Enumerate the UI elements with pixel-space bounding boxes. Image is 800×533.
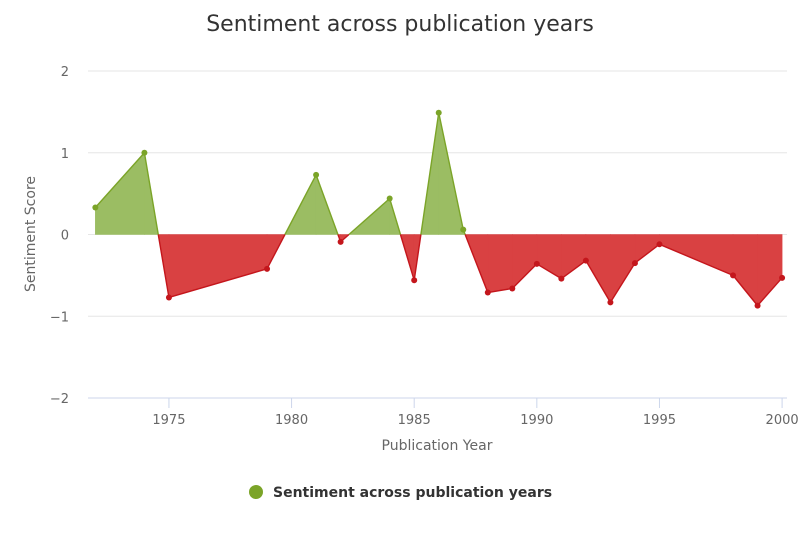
negative-area bbox=[757, 234, 783, 307]
positive-line-segment bbox=[420, 112, 440, 235]
data-point bbox=[165, 294, 172, 301]
negative-area bbox=[634, 234, 660, 264]
data-point bbox=[607, 299, 614, 306]
x-tick-label: 1990 bbox=[520, 413, 553, 428]
negative-area bbox=[585, 234, 611, 304]
negative-area bbox=[512, 234, 538, 290]
negative-area bbox=[487, 234, 513, 293]
area-fills bbox=[95, 112, 783, 307]
negative-line-segment bbox=[659, 243, 734, 277]
x-tick-label: 1985 bbox=[398, 413, 431, 428]
negative-line-segment bbox=[157, 234, 170, 298]
data-point bbox=[386, 195, 393, 202]
y-tick-label: 0 bbox=[61, 229, 69, 244]
data-point bbox=[435, 109, 442, 116]
negative-line-segment bbox=[609, 262, 636, 303]
y-tick-label: 1 bbox=[61, 147, 69, 162]
y-tick-label: −1 bbox=[50, 310, 69, 325]
legend-label[interactable]: Sentiment across publication years bbox=[273, 485, 552, 501]
positive-line-segment bbox=[284, 174, 317, 235]
data-point bbox=[460, 226, 467, 233]
positive-line-segment bbox=[348, 198, 391, 236]
data-point bbox=[313, 171, 320, 178]
data-point bbox=[656, 241, 663, 248]
negative-line-segment bbox=[536, 263, 562, 280]
data-point bbox=[92, 204, 99, 211]
x-tick-label: 1995 bbox=[643, 413, 676, 428]
y-tick-label: −2 bbox=[50, 392, 69, 407]
data-point bbox=[779, 274, 786, 281]
data-point bbox=[631, 260, 638, 267]
chart-title: Sentiment across publication years bbox=[206, 12, 594, 37]
data-point bbox=[533, 260, 540, 267]
x-axis-title: Publication Year bbox=[382, 438, 493, 454]
negative-line-segment bbox=[634, 243, 660, 264]
negative-line-segment bbox=[413, 234, 422, 281]
negative-line-segment bbox=[487, 287, 513, 294]
negative-area bbox=[168, 234, 268, 298]
axes: 2 1 0 −1 −2 1975 1980 1985 1990 1995 2000 bbox=[50, 65, 799, 428]
data-point bbox=[754, 302, 761, 309]
positive-line-segment bbox=[94, 152, 145, 208]
positive-line-segment bbox=[438, 112, 464, 230]
legend-marker[interactable] bbox=[249, 485, 263, 499]
negative-area bbox=[659, 234, 734, 276]
y-tick-label: 2 bbox=[61, 65, 69, 80]
x-tick-label: 2000 bbox=[766, 413, 799, 428]
y-axis-title: Sentiment Score bbox=[23, 176, 39, 292]
negative-line-segment bbox=[757, 277, 783, 307]
negative-line-segment bbox=[732, 274, 759, 307]
negative-line-segment bbox=[266, 234, 286, 270]
positive-line-segment bbox=[315, 174, 339, 235]
positive-area bbox=[95, 151, 145, 235]
legend[interactable]: Sentiment across publication years bbox=[249, 485, 552, 501]
data-point bbox=[558, 275, 565, 282]
data-point bbox=[484, 289, 491, 296]
negative-line-segment bbox=[399, 234, 415, 281]
positive-line-segment bbox=[389, 198, 402, 235]
data-point bbox=[411, 277, 418, 284]
data-point bbox=[509, 285, 516, 292]
positive-line-segment bbox=[143, 152, 159, 235]
data-point bbox=[264, 265, 271, 272]
x-tick-label: 1980 bbox=[275, 413, 308, 428]
data-point bbox=[337, 238, 344, 245]
negative-line-segment bbox=[560, 260, 587, 280]
data-point bbox=[582, 257, 589, 264]
x-tick-label: 1975 bbox=[152, 413, 185, 428]
negative-line-segment bbox=[464, 234, 489, 293]
series-lines bbox=[94, 112, 783, 307]
negative-line-segment bbox=[168, 268, 268, 299]
data-point bbox=[141, 149, 148, 156]
negative-line-segment bbox=[585, 260, 612, 303]
negative-area bbox=[732, 234, 758, 307]
negative-area bbox=[561, 234, 587, 280]
data-points bbox=[92, 109, 786, 309]
negative-line-segment bbox=[511, 263, 538, 289]
data-point bbox=[730, 272, 737, 279]
